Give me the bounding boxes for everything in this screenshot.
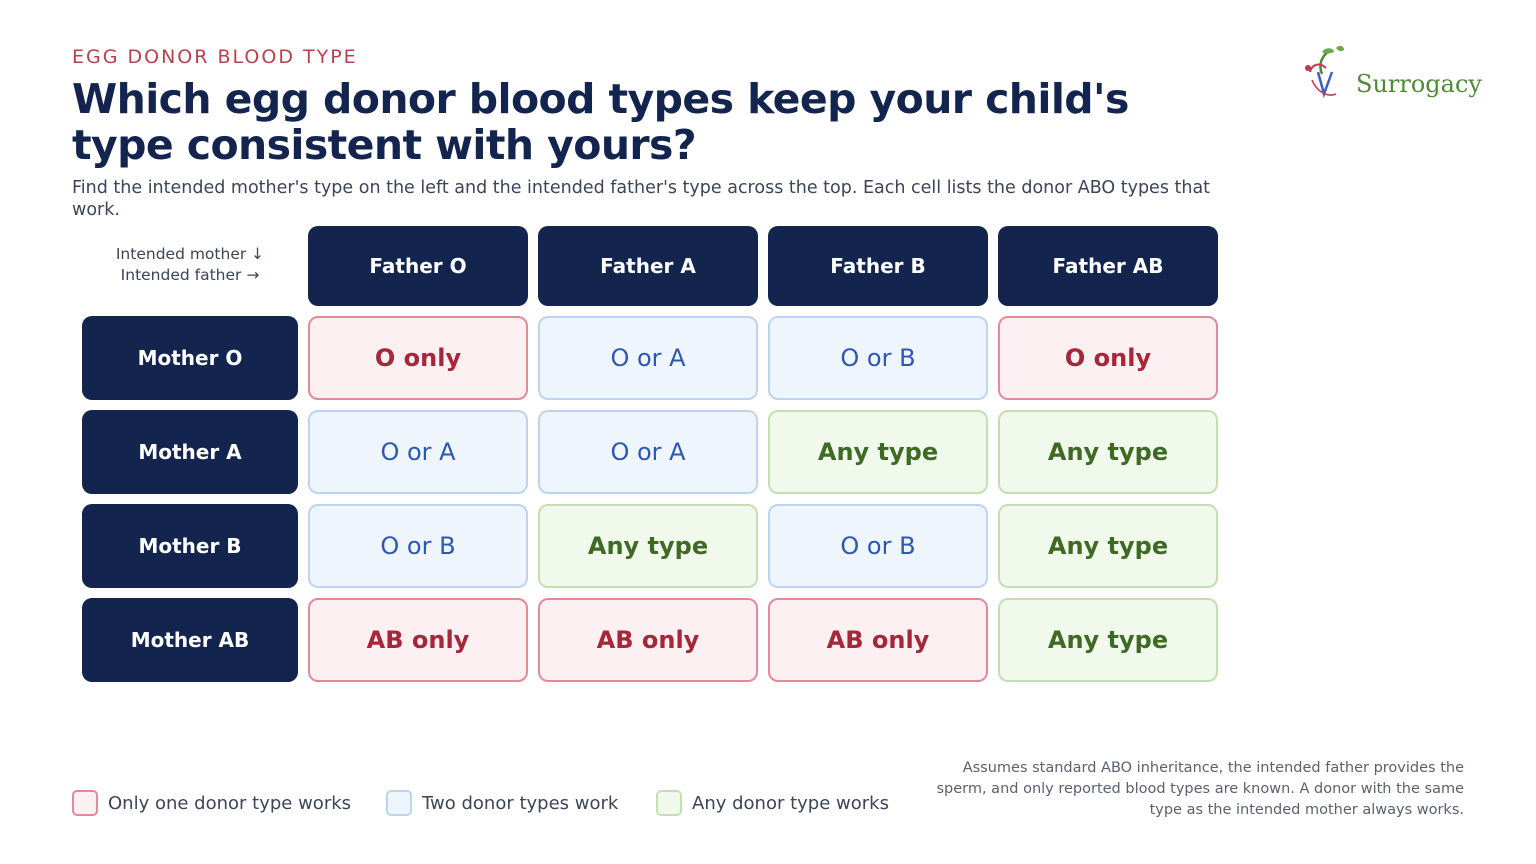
matrix-cell: AB only	[768, 598, 988, 682]
axis-note: Intended mother ↓ Intended father →	[82, 244, 298, 286]
legend-item-two: Two donor types work	[386, 790, 618, 816]
legend-item-one: Only one donor type works	[72, 790, 351, 816]
matrix-cell: O or A	[538, 410, 758, 494]
matrix-cell: O or A	[308, 410, 528, 494]
row-header-mother-ab: Mother AB	[82, 598, 298, 682]
legend-swatch-one	[72, 790, 98, 816]
axis-note-mother: Intended mother ↓	[115, 245, 265, 263]
matrix-cell: O only	[308, 316, 528, 400]
eyebrow: EGG DONOR BLOOD TYPE	[72, 46, 358, 68]
matrix-cell: Any type	[538, 504, 758, 588]
matrix-cell: AB only	[538, 598, 758, 682]
matrix-cell: Any type	[998, 410, 1218, 494]
legend-swatch-two	[386, 790, 412, 816]
page-subtitle: Find the intended mother's type on the l…	[72, 178, 1211, 220]
row-header-mother-a: Mother A	[82, 410, 298, 494]
footnote: Assumes standard ABO inheritance, the in…	[936, 760, 1464, 818]
page-title: Which egg donor blood types keep your ch…	[72, 75, 1129, 169]
column-header-father-a: Father A	[538, 226, 758, 306]
matrix-cell: Any type	[998, 598, 1218, 682]
legend-label: Only one donor type works	[108, 792, 352, 814]
matrix-cell: Any type	[998, 504, 1218, 588]
matrix-cell: Any type	[768, 410, 988, 494]
logo-leaf-icon	[1305, 45, 1344, 99]
brand-name: Surrogacy	[1356, 70, 1482, 98]
legend-item-any: Any donor type works	[656, 790, 889, 816]
axis-note-father: Intended father →	[120, 266, 260, 284]
matrix-cell: O only	[998, 316, 1218, 400]
row-header-mother-b: Mother B	[82, 504, 298, 588]
matrix-cell: AB only	[308, 598, 528, 682]
legend-swatch-any	[656, 790, 682, 816]
matrix-cell: O or B	[308, 504, 528, 588]
row-header-mother-o: Mother O	[82, 316, 298, 400]
matrix-cell: O or A	[538, 316, 758, 400]
legend-label: Any donor type works	[692, 792, 889, 814]
column-header-father-ab: Father AB	[998, 226, 1218, 306]
legend-label: Two donor types work	[422, 792, 619, 814]
matrix-cell: O or B	[768, 316, 988, 400]
column-header-father-b: Father B	[768, 226, 988, 306]
matrix-cell: O or B	[768, 504, 988, 588]
column-header-father-o: Father O	[308, 226, 528, 306]
surrogacy-logo: Surrogacy	[1300, 42, 1482, 102]
